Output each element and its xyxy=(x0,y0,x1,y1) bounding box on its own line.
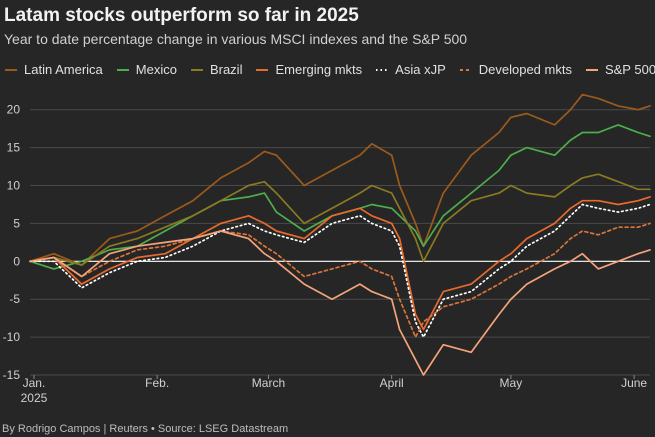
series-line-brazil xyxy=(29,173,651,266)
series-line-mexico xyxy=(29,124,651,270)
x-tick-label: June xyxy=(621,376,647,390)
legend-swatch xyxy=(5,68,17,71)
legend-swatch xyxy=(585,68,598,71)
y-tick-label: -15 xyxy=(3,368,21,382)
legend-label: Asia xJP xyxy=(395,62,446,77)
legend-item: Asia xJP xyxy=(375,62,446,77)
chart-subtitle: Year to date percentage change in variou… xyxy=(4,31,468,47)
legend-swatch xyxy=(256,68,269,71)
series-line-developed-mkts xyxy=(29,222,651,338)
legend-swatch xyxy=(116,68,129,71)
legend-item: Brazil xyxy=(190,62,243,77)
legend-item: Emerging mkts xyxy=(255,62,362,77)
legend-label: Developed mkts xyxy=(478,62,572,77)
legend-swatch xyxy=(459,68,472,71)
legend-item: Latin America xyxy=(4,62,103,77)
y-tick-label: 20 xyxy=(7,103,21,117)
legend-label: Emerging mkts xyxy=(275,62,363,77)
legend-item: Mexico xyxy=(116,62,177,77)
series-line-emerging-mkts xyxy=(29,196,651,331)
y-tick-label: 0 xyxy=(13,254,20,268)
legend-label: Mexico xyxy=(135,62,177,77)
chart-title: Latam stocks outperform so far in 2025 xyxy=(4,5,359,26)
y-tick-label: -5 xyxy=(9,292,20,306)
source-credit: By Rodrigo Campos | Reuters • Source: LS… xyxy=(2,423,289,435)
x-tick-label: March xyxy=(252,376,285,390)
x-tick-label: Jan. xyxy=(23,376,46,390)
legend-swatch xyxy=(376,68,389,71)
legend-item: S&P 500 xyxy=(585,62,655,77)
legend-label: Latin America xyxy=(24,62,103,77)
y-tick-label: 10 xyxy=(7,179,21,193)
x-tick-sublabel: 2025 xyxy=(21,391,48,405)
y-tick-label: 5 xyxy=(13,216,20,230)
y-tick-label: 15 xyxy=(7,141,21,155)
chart-legend: Latin America Mexico Brazil Emerging mkts As… xyxy=(4,62,655,77)
series-line-latin-america xyxy=(29,93,651,266)
legend-swatch xyxy=(190,68,203,71)
y-tick-label: -10 xyxy=(3,330,21,344)
legend-item: Developed mkts xyxy=(459,62,572,77)
series-line-asia-xjp xyxy=(29,203,651,338)
x-tick-label: April xyxy=(380,376,404,390)
series-line-s-p-500 xyxy=(29,230,651,376)
legend-label: Brazil xyxy=(209,62,243,77)
legend-label: S&P 500 xyxy=(604,62,655,77)
x-tick-label: May xyxy=(500,376,523,390)
x-tick-label: Feb. xyxy=(145,376,169,390)
